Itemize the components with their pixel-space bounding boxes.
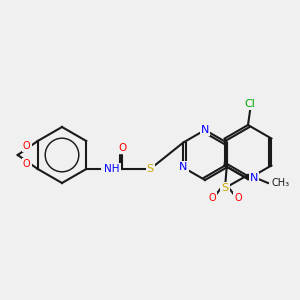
Text: O: O xyxy=(234,193,242,203)
Text: NH: NH xyxy=(104,164,120,174)
Text: O: O xyxy=(118,143,126,153)
Text: O: O xyxy=(23,159,31,169)
Text: N: N xyxy=(179,163,188,172)
Text: S: S xyxy=(147,164,154,174)
Text: N: N xyxy=(201,125,209,135)
Text: S: S xyxy=(221,183,229,193)
Text: O: O xyxy=(208,193,216,203)
Text: N: N xyxy=(250,173,258,183)
Text: Cl: Cl xyxy=(244,99,255,109)
Text: CH₃: CH₃ xyxy=(272,178,290,188)
Text: O: O xyxy=(23,141,31,151)
